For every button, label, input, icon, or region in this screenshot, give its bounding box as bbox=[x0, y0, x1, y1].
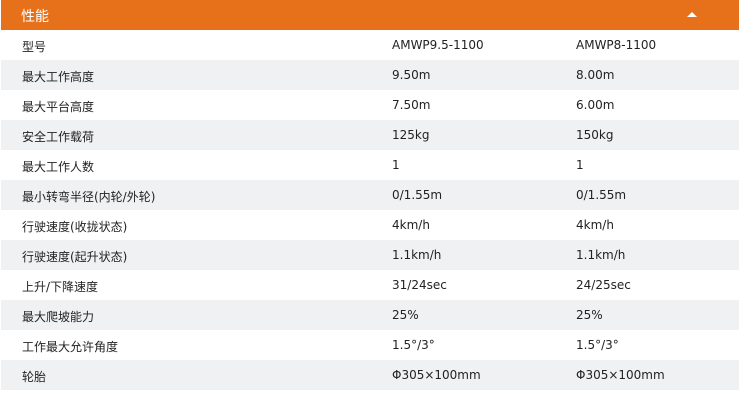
spec-value: 1.5°/3° bbox=[392, 338, 435, 352]
spec-value: 0/1.55m bbox=[576, 188, 627, 202]
table-row: 最大工作高度 9.50m 8.00m bbox=[1, 60, 739, 90]
table-row: 安全工作载荷 125kg 150kg bbox=[1, 120, 739, 150]
spec-value: 4km/h bbox=[392, 218, 430, 232]
spec-label: 轮胎 bbox=[22, 370, 47, 384]
spec-value: AMWP9.5-1100 bbox=[392, 38, 484, 52]
collapse-triangle-up-icon[interactable] bbox=[687, 12, 697, 17]
table-row: 最大工作人数 1 1 bbox=[1, 150, 739, 180]
table-row: 轮胎 Φ305×100mm Φ305×100mm bbox=[1, 360, 739, 390]
spec-label: 最小转弯半径(内轮/外轮) bbox=[22, 190, 156, 204]
table-row: 型号 AMWP9.5-1100 AMWP8-1100 bbox=[1, 30, 739, 60]
spec-value: 1 bbox=[576, 158, 584, 172]
spec-label: 型号 bbox=[22, 40, 47, 54]
spec-value: AMWP8-1100 bbox=[576, 38, 657, 52]
spec-value: 0/1.55m bbox=[392, 188, 443, 202]
spec-label: 最大爬坡能力 bbox=[22, 310, 95, 324]
spec-value: 7.50m bbox=[392, 98, 431, 112]
spec-label: 最大工作高度 bbox=[22, 70, 95, 84]
specs-table: 性能 型号 AMWP9.5-1100 AMWP8-1100 最大工作高度 9.50m 8.… bbox=[1, 0, 739, 390]
spec-value: 1.5°/3° bbox=[576, 338, 619, 352]
spec-label: 工作最大允许角度 bbox=[22, 340, 119, 354]
spec-value: Φ305×100mm bbox=[392, 368, 481, 382]
spec-value: 31/24sec bbox=[392, 278, 447, 292]
spec-label: 最大工作人数 bbox=[22, 160, 95, 174]
table-row: 最小转弯半径(内轮/外轮) 0/1.55m 0/1.55m bbox=[1, 180, 739, 210]
table-row: 最大平台高度 7.50m 6.00m bbox=[1, 90, 739, 120]
table-row: 最大爬坡能力 25% 25% bbox=[1, 300, 739, 330]
spec-value: 1.1km/h bbox=[392, 248, 442, 262]
spec-value: 25% bbox=[392, 308, 419, 322]
spec-value: 8.00m bbox=[576, 68, 615, 82]
spec-value: 150kg bbox=[576, 128, 614, 142]
table-row: 行驶速度(收拢状态) 4km/h 4km/h bbox=[1, 210, 739, 240]
spec-label: 最大平台高度 bbox=[22, 100, 95, 114]
section-header[interactable]: 性能 bbox=[1, 0, 739, 30]
section-title: 性能 bbox=[21, 9, 49, 25]
spec-value: 6.00m bbox=[576, 98, 615, 112]
spec-value: 1.1km/h bbox=[576, 248, 626, 262]
spec-label: 安全工作载荷 bbox=[22, 130, 95, 144]
spec-value: 9.50m bbox=[392, 68, 431, 82]
table-row: 行驶速度(起升状态) 1.1km/h 1.1km/h bbox=[1, 240, 739, 270]
table-row: 工作最大允许角度 1.5°/3° 1.5°/3° bbox=[1, 330, 739, 360]
spec-value: 25% bbox=[576, 308, 603, 322]
spec-value: Φ305×100mm bbox=[576, 368, 665, 382]
table-row: 上升/下降速度 31/24sec 24/25sec bbox=[1, 270, 739, 300]
spec-label: 行驶速度(起升状态) bbox=[22, 250, 128, 264]
spec-label: 行驶速度(收拢状态) bbox=[22, 220, 128, 234]
spec-value: 4km/h bbox=[576, 218, 614, 232]
spec-label: 上升/下降速度 bbox=[22, 280, 99, 294]
spec-value: 24/25sec bbox=[576, 278, 631, 292]
spec-value: 1 bbox=[392, 158, 400, 172]
spec-value: 125kg bbox=[392, 128, 430, 142]
